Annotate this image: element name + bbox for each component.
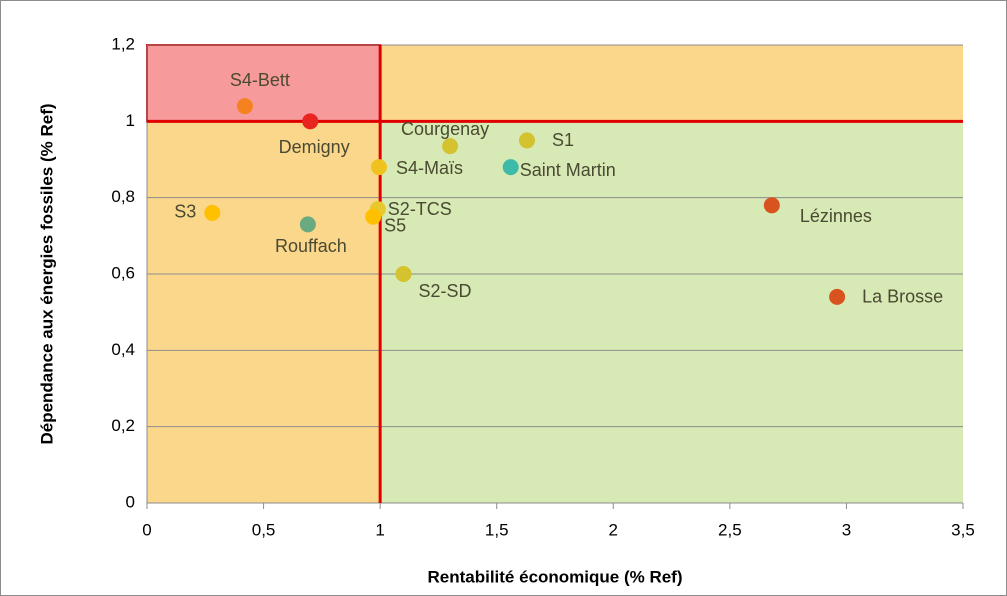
x-tick-label: 3,5 (951, 520, 975, 539)
x-axis-title: Rentabilité économique (% Ref) (427, 567, 682, 586)
y-axis-title: Dépendance aux énergies fossiles (% Ref) (37, 103, 56, 444)
point-label: Demigny (279, 137, 350, 157)
point (502, 159, 519, 176)
point-label: Rouffach (275, 236, 347, 256)
point (519, 132, 536, 149)
point (370, 159, 387, 176)
region-high-left (146, 44, 382, 123)
region-low-right (380, 121, 964, 503)
point-label: S5 (384, 216, 406, 236)
point (442, 138, 459, 155)
y-tick-label: 0,4 (111, 340, 135, 359)
point (829, 288, 846, 305)
point-label: S4-Maïs (396, 158, 463, 178)
x-tick-label: 0,5 (252, 520, 276, 539)
point (204, 204, 221, 221)
region-low-left (147, 121, 381, 503)
x-tick-label: 0 (142, 520, 151, 539)
point (365, 208, 382, 225)
point-label: Saint Martin (520, 160, 616, 180)
y-tick-label: 1,2 (111, 34, 135, 53)
y-tick-label: 1 (126, 111, 135, 130)
point (763, 197, 780, 214)
point-label: S2-TCS (388, 199, 452, 219)
y-tick-label: 0,2 (111, 416, 135, 435)
x-tick-label: 2 (609, 520, 618, 539)
point-label: La Brosse (862, 287, 943, 307)
point (299, 216, 316, 233)
x-tick-label: 1,5 (485, 520, 509, 539)
x-tick-label: 1 (375, 520, 384, 539)
y-tick-label: 0,6 (111, 263, 135, 282)
y-tick-label: 0 (126, 492, 135, 511)
point-label: S2-SD (418, 281, 471, 301)
x-tick-label: 2,5 (718, 520, 742, 539)
point (236, 98, 253, 115)
point-label: Lézinnes (800, 206, 872, 226)
point-label: Courgenay (401, 119, 489, 139)
point-label: S3 (174, 202, 196, 222)
region-high-right (380, 45, 964, 122)
x-tick-label: 3 (842, 520, 851, 539)
point (395, 266, 412, 282)
point-label: S4-Bett (230, 70, 290, 90)
y-tick-label: 0,8 (111, 187, 135, 206)
point (302, 113, 319, 130)
point-label: S1 (552, 130, 574, 150)
